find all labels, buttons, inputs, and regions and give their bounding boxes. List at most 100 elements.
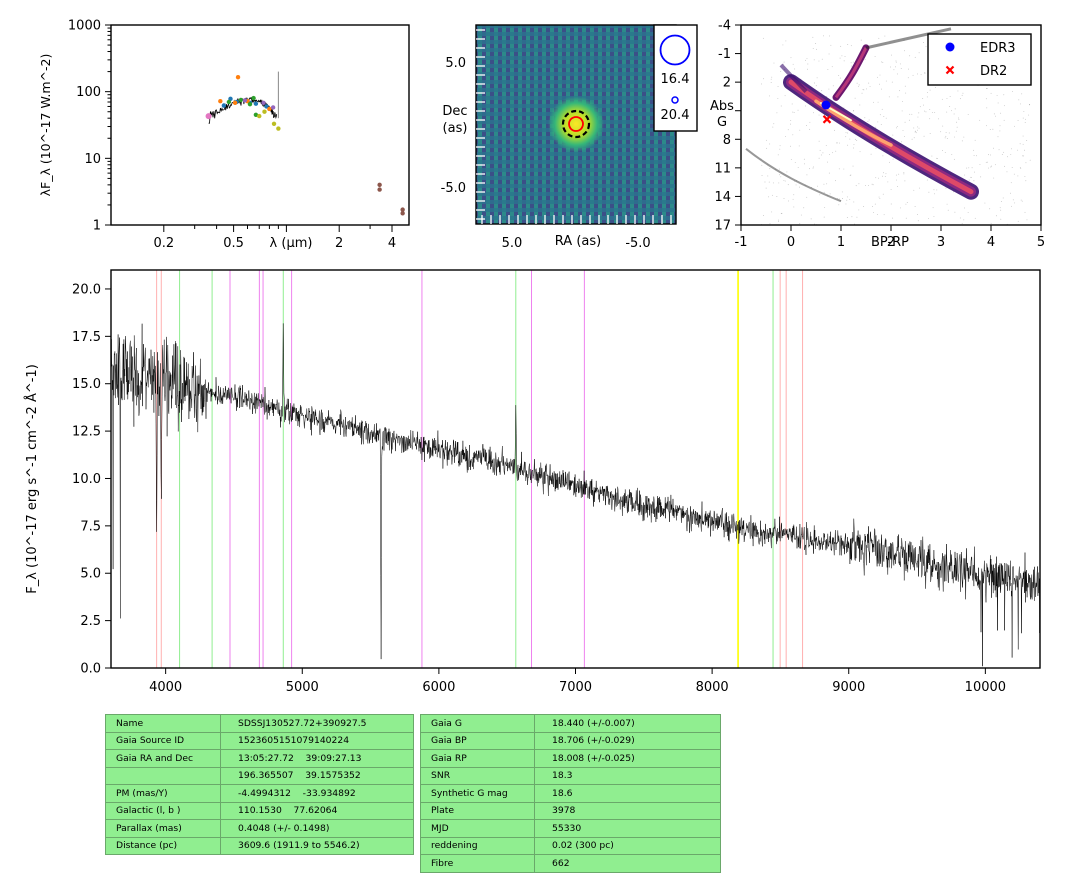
table-key: Galactic (l, b ) [105,801,221,820]
sed-point [253,101,259,106]
spectrum-ylabel: F_λ (10^-17 erg s^-1 cm^-2 Å^-1) [24,364,40,594]
table-row: Gaia RP 18.008 (+/-0.025) [420,749,721,768]
cmd-point-edr3 [821,100,831,110]
cmd-ytick: -1 [718,47,731,62]
sed-point [262,109,267,114]
image-ytick-2: -5.0 [441,181,466,196]
table-key: Gaia Source ID [105,731,221,750]
sed-xtick: 4 [388,236,396,251]
sed-ytick: 1000 [68,19,101,34]
image-ylabel-1: Dec [442,104,467,119]
table-value: 0.4048 (+/- 0.1498) [220,819,414,838]
table-value: 0.02 (300 pc) [534,836,721,855]
table-key: Synthetic G mag [420,784,535,803]
source-blob [548,96,604,152]
table-value: 18.3 [534,766,721,785]
sed-xlabel: λ (μm) [270,236,313,251]
table-value: -4.4994312 -33.934892 [220,784,414,803]
sed-point [247,101,253,107]
image-xtick-2: -5.0 [625,236,650,251]
cmd-xtick: -1 [735,235,748,250]
table-key: SNR [420,766,535,785]
table-row: Gaia Source ID 1523605151079140224 [105,731,414,750]
table-key: MJD [420,819,535,838]
sed-point [257,113,262,119]
cmd-xlabel: BP-RP [871,235,909,250]
table-value: 1523605151079140224 [220,731,414,750]
sed-xtick: 2 [335,236,343,251]
table-value: 18.008 (+/-0.025) [534,749,721,768]
cmd-xtick: 1 [837,235,845,250]
sed-point [264,104,269,109]
spectrum-ytick: 17.5 [72,330,101,345]
mag-faint-label: 20.4 [661,108,690,123]
image-xtick-1: 5.0 [502,236,523,251]
table-key: Fibre [420,854,535,873]
sed-point [400,211,405,216]
gaia-marker [568,116,584,132]
cmd-ytick: 11 [714,161,731,176]
image-ytick-1: 5.0 [445,56,466,71]
spectrum-ytick: 10.0 [72,472,101,487]
sed-xtick: 0.5 [223,236,244,251]
info-table-left: Name SDSSJ130527.72+390927.5 Gaia Source I… [105,714,414,855]
cmd-ytick: 14 [714,190,731,205]
spectrum-xtick: 4000 [149,680,182,695]
table-row: Name SDSSJ130527.72+390927.5 [105,714,414,733]
sed-point [276,126,281,131]
sed-chart: 1 10 100 1000 0.2 0.5 2 4 λ (μm) λF_λ (10^-17 W.m… [38,19,410,251]
spectrum-xtick: 10000 [965,680,1006,695]
sed-ytick: 100 [76,85,101,100]
sed-spectrum-trace [208,96,278,124]
cmd-xtick: 0 [787,235,795,250]
spectrum-ytick: 20.0 [72,282,101,297]
spectrum-trace [111,323,1040,667]
table-row: Distance (pc) 3609.6 (1911.9 to 5546.2) [105,836,414,855]
sed-point [253,112,259,117]
spectrum-ytick: 2.5 [80,614,101,629]
cmd-xtick: 3 [937,235,945,250]
table-key: Name [105,714,221,733]
cmd-point-dr2 [822,115,832,124]
spectrum-ytick: 15.0 [72,377,101,392]
table-value: 3978 [534,801,721,820]
spectrum-xtick: 8000 [696,680,729,695]
cmd-ytick: 8 [723,133,731,148]
table-value: 18.706 (+/-0.029) [534,731,721,750]
table-value: SDSSJ130527.72+390927.5 [220,714,414,733]
sed-point [270,105,276,110]
table-key: reddening [420,836,535,855]
spectrum-xtick: 6000 [422,680,455,695]
legend-label-dr2: DR2 [980,64,1007,79]
sed-point [377,182,382,188]
table-value: 18.6 [534,784,721,803]
table-value: 662 [534,854,721,873]
table-value: 55330 [534,819,721,838]
table-row: Gaia G 18.440 (+/-0.007) [420,714,721,733]
table-row: PM (mas/Y) -4.4994312 -33.934892 [105,784,414,803]
table-row: Parallax (mas) 0.4048 (+/- 0.1498) [105,819,414,838]
spectrum-xtick: 9000 [832,680,865,695]
table-row: MJD 55330 [420,819,721,838]
table-row: Gaia RA and Dec 13:05:27.72 39:09:27.13 [105,749,414,768]
sed-point [261,100,266,106]
sed-point [221,103,227,108]
legend-label-edr3: EDR3 [980,41,1016,56]
sed-point [238,97,244,103]
legend-marker-dr2 [945,65,955,75]
spectrum-chart: 4000 5000 6000 7000 8000 9000 10000 0.0 2.5 5.0 7.… [24,269,1041,695]
sed-point [377,187,382,192]
table-key: Gaia RA and Dec [105,749,221,768]
cmd-xtick: 5 [1037,235,1045,250]
table-key: PM (mas/Y) [105,784,221,803]
table-row: Plate 3978 [420,801,721,820]
table-row: Synthetic G mag 18.6 [420,784,721,803]
cmd-ylabel-1: Abs [710,99,734,114]
target-marker [561,109,591,139]
sed-point [251,95,256,101]
sed-xtick: 0.2 [153,236,174,251]
table-row: 196.365507 39.1575352 [105,766,414,785]
sed-point [205,113,212,120]
mag-bright-label: 16.4 [661,72,690,87]
